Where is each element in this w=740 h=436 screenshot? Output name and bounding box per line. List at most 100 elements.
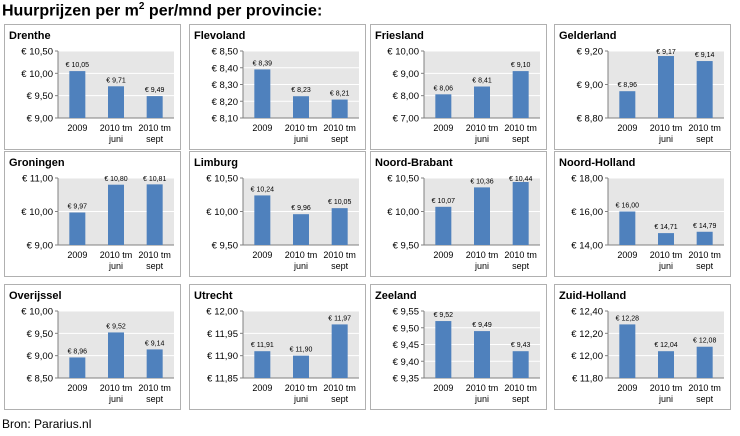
data-label: € 11,97	[328, 315, 351, 322]
y-tick-label: € 9,00	[393, 69, 419, 80]
y-tick-label: € 10,50	[21, 47, 53, 58]
x-tick-label: 2010 tm	[466, 383, 499, 393]
data-label: € 9,49	[145, 87, 165, 94]
y-tick-label: € 9,50	[27, 329, 53, 340]
y-tick-label: € 8,50	[212, 47, 238, 58]
bar-3	[696, 346, 713, 378]
source-note: Bron: Pararius.nl	[2, 417, 92, 431]
data-label: € 8,06	[434, 85, 454, 92]
y-tick-label: € 9,50	[27, 91, 53, 102]
chart-svg-utrecht: Utrecht € 11,85 € 11,90 € 11,95 € 12,00 € 11,…	[189, 284, 366, 410]
x-tick-label: 2010 tm	[100, 250, 133, 260]
bar-3	[146, 96, 163, 118]
chart-title-groningen: Groningen	[9, 157, 65, 169]
y-tick-label: € 8,30	[212, 80, 238, 91]
x-tick-label: 2010 tm	[285, 383, 318, 393]
data-label: € 9,71	[106, 77, 126, 84]
chart-title-zuid-holland: Zuid-Holland	[559, 290, 626, 302]
bar-1	[435, 94, 452, 118]
chart-title-friesland: Friesland	[375, 30, 424, 42]
data-label: € 14,79	[693, 223, 716, 230]
page-title: Huurprijzen per m2 per/mnd per provincie…	[2, 1, 322, 20]
x-tick-label: 2010 tm	[285, 250, 318, 260]
chart-title-limburg: Limburg	[194, 157, 238, 169]
y-tick-label: € 9,20	[577, 47, 603, 58]
x-tick-label: sept	[512, 261, 530, 271]
bar-2	[108, 86, 124, 118]
y-tick-label: € 9,00	[27, 114, 53, 125]
title-text: Huurprijzen per m	[2, 2, 139, 20]
y-tick-label: € 14,00	[571, 241, 603, 252]
bar-3	[146, 184, 163, 245]
x-tick-label: sept	[512, 134, 530, 144]
y-tick-label: € 8,20	[212, 97, 238, 108]
x-tick-label: 2010 tm	[504, 250, 537, 260]
x-tick-label: sept	[331, 134, 349, 144]
bar-3	[146, 349, 163, 378]
x-tick-label: juni	[474, 394, 489, 404]
data-label: € 9,49	[472, 322, 492, 329]
title-superscript: 2	[138, 1, 145, 12]
chart-panel-zuid-holland: Zuid-Holland € 11,80 € 12,00 € 12,20 € 12,40…	[554, 284, 731, 410]
x-tick-label: 2009	[617, 250, 637, 260]
data-label: € 9,96	[291, 205, 311, 212]
x-tick-label: 2009	[617, 383, 637, 393]
data-label: € 8,21	[330, 91, 350, 98]
y-tick-label: € 11,95	[207, 329, 238, 340]
x-tick-label: 2010 tm	[323, 383, 356, 393]
y-tick-label: € 10,00	[21, 69, 53, 80]
chart-svg-limburg: Limburg € 9,50 € 10,00 € 10,50 € 10,24 2009 € …	[189, 151, 366, 277]
data-label: € 11,90	[290, 347, 313, 354]
bar-2	[108, 332, 124, 378]
bar-2	[658, 56, 674, 118]
x-tick-label: 2009	[433, 123, 453, 133]
y-tick-label: € 10,00	[206, 207, 238, 218]
chart-svg-noord-holland: Noord-Holland € 14,00 € 16,00 € 18,00 € 16,0…	[554, 151, 731, 277]
x-tick-label: 2010 tm	[466, 250, 499, 260]
x-tick-label: 2010 tm	[688, 383, 721, 393]
data-label: € 16,00	[616, 203, 639, 210]
data-label: € 11,91	[251, 342, 274, 349]
y-tick-label: € 10,50	[387, 174, 419, 185]
y-tick-label: € 12,00	[571, 351, 603, 362]
x-tick-label: sept	[696, 261, 714, 271]
y-tick-label: € 8,50	[27, 374, 53, 385]
bar-2	[293, 214, 309, 245]
y-tick-label: € 9,50	[212, 241, 238, 252]
chart-svg-drenthe: Drenthe € 9,00 € 9,50 € 10,00 € 10,50 € 10,05…	[4, 24, 181, 150]
x-tick-label: juni	[658, 394, 673, 404]
y-tick-label: € 9,00	[27, 241, 53, 252]
x-tick-label: 2010 tm	[100, 123, 133, 133]
data-label: € 9,14	[145, 340, 165, 347]
x-tick-label: juni	[658, 134, 673, 144]
y-tick-label: € 10,00	[21, 207, 53, 218]
chart-panel-zeeland: Zeeland € 9,35 € 9,40 € 9,45 € 9,50 € 9,55 € 9…	[370, 284, 547, 410]
y-tick-label: € 10,50	[206, 174, 238, 185]
bar-1	[69, 357, 86, 378]
x-tick-label: 2009	[433, 250, 453, 260]
chart-panel-utrecht: Utrecht € 11,85 € 11,90 € 11,95 € 12,00 € 11,…	[189, 284, 366, 410]
chart-panel-groningen: Groningen € 9,00 € 10,00 € 11,00 € 9,97 2009 €…	[4, 151, 181, 277]
bar-2	[108, 184, 124, 245]
chart-svg-overijssel: Overijssel € 8,50 € 9,00 € 9,50 € 10,00 € 8,9…	[4, 284, 181, 410]
x-tick-label: sept	[696, 134, 714, 144]
x-tick-label: 2010 tm	[504, 383, 537, 393]
bar-1	[254, 69, 271, 118]
y-tick-label: € 9,00	[577, 80, 603, 91]
x-tick-label: sept	[146, 261, 164, 271]
y-tick-label: € 12,40	[571, 307, 603, 318]
bar-1	[619, 324, 636, 378]
x-tick-label: juni	[108, 261, 123, 271]
x-tick-label: 2010 tm	[650, 250, 683, 260]
chart-title-flevoland: Flevoland	[194, 30, 245, 42]
data-label: € 12,08	[693, 338, 716, 345]
x-tick-label: 2010 tm	[323, 123, 356, 133]
x-tick-label: sept	[146, 394, 164, 404]
y-tick-label: € 9,40	[393, 357, 419, 368]
data-label: € 8,23	[291, 87, 311, 94]
y-tick-label: € 11,85	[207, 374, 238, 385]
x-tick-label: 2009	[67, 383, 87, 393]
x-tick-label: 2009	[252, 123, 272, 133]
bar-1	[435, 321, 452, 378]
